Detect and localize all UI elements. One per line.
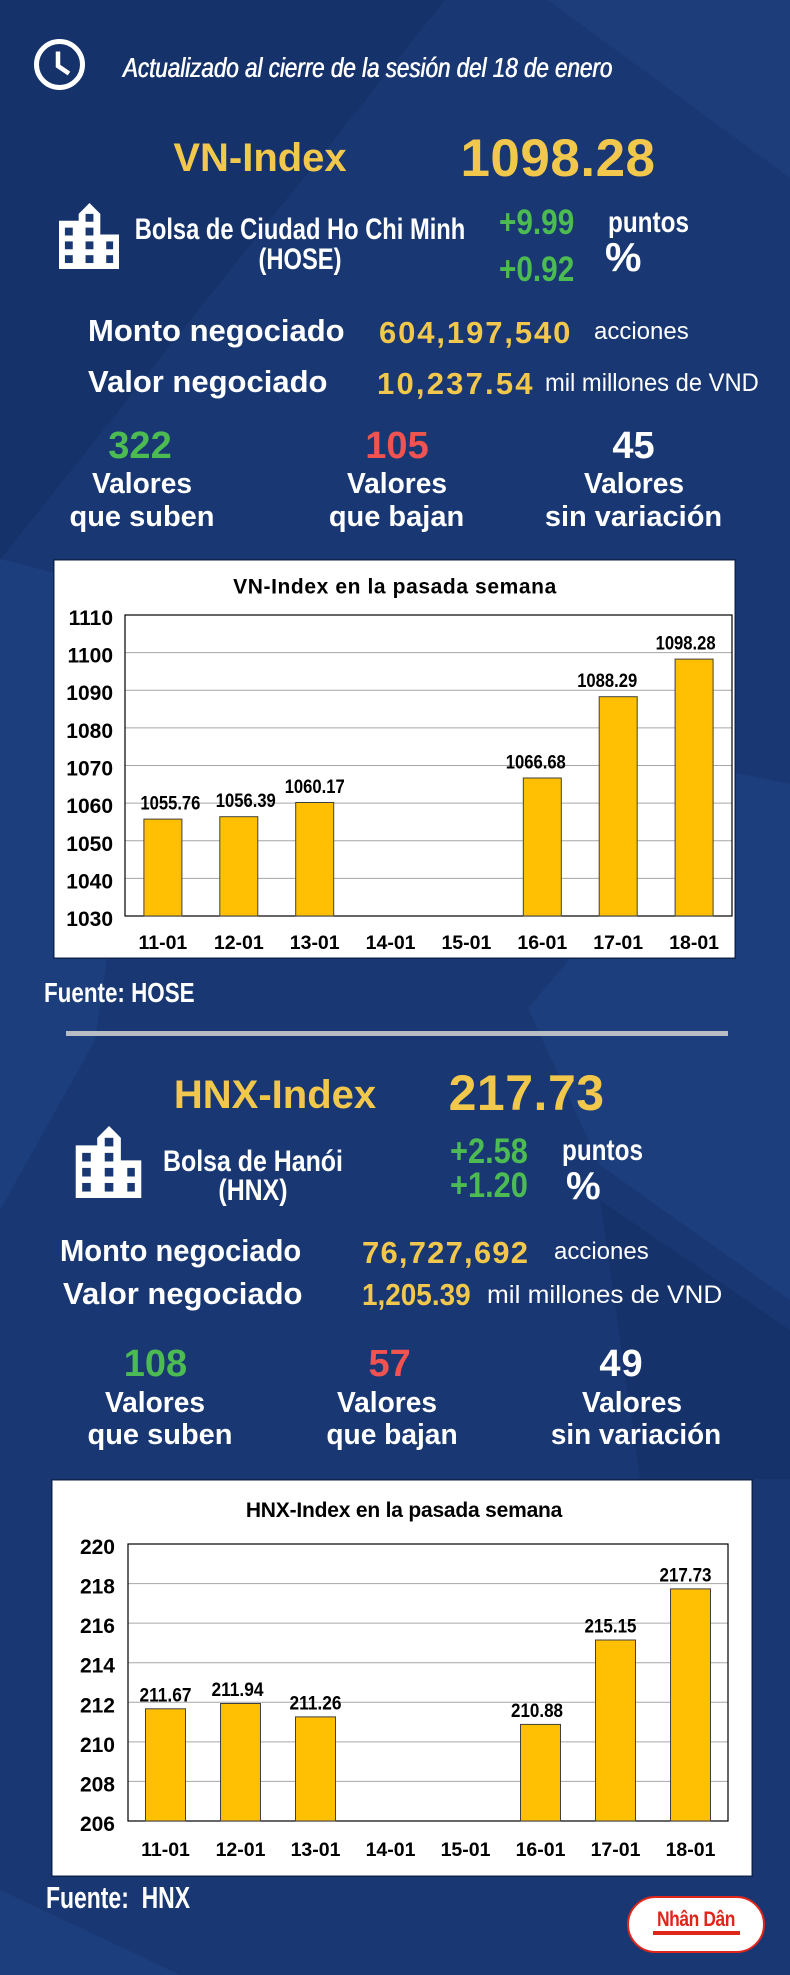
- svg-text:14-01: 14-01: [366, 1839, 416, 1861]
- svg-text:1090: 1090: [66, 682, 113, 705]
- svg-text:1110: 1110: [69, 607, 113, 630]
- svg-text:217.73: 217.73: [660, 1565, 712, 1586]
- svg-text:214: 214: [80, 1655, 115, 1678]
- svg-text:17-01: 17-01: [593, 932, 643, 954]
- svg-text:216: 216: [80, 1615, 115, 1638]
- svg-text:13-01: 13-01: [290, 932, 340, 954]
- svg-text:210.88: 210.88: [511, 1701, 563, 1722]
- svg-text:15-01: 15-01: [441, 1839, 491, 1861]
- svg-text:18-01: 18-01: [666, 1839, 716, 1861]
- svg-text:12-01: 12-01: [214, 932, 264, 954]
- svg-text:11-01: 11-01: [141, 1839, 190, 1861]
- svg-text:11-01: 11-01: [138, 932, 187, 954]
- svg-text:220: 220: [80, 1536, 115, 1559]
- svg-text:210: 210: [80, 1734, 115, 1757]
- svg-text:215.15: 215.15: [585, 1617, 637, 1638]
- svg-text:218: 218: [80, 1576, 115, 1599]
- svg-text:1070: 1070: [66, 758, 113, 781]
- svg-text:17-01: 17-01: [591, 1839, 641, 1861]
- svg-text:13-01: 13-01: [291, 1839, 341, 1861]
- svg-text:1080: 1080: [66, 720, 113, 743]
- svg-text:15-01: 15-01: [441, 932, 491, 954]
- svg-text:16-01: 16-01: [516, 1839, 566, 1861]
- svg-text:18-01: 18-01: [669, 932, 719, 954]
- svg-text:1066.68: 1066.68: [506, 753, 566, 774]
- svg-text:1098.28: 1098.28: [656, 634, 716, 655]
- svg-text:1100: 1100: [67, 645, 113, 668]
- svg-text:HNX-Index en la pasada semana: HNX-Index en la pasada semana: [246, 1499, 563, 1522]
- svg-text:211.67: 211.67: [140, 1685, 192, 1706]
- svg-text:VN-Index en la pasada semana: VN-Index en la pasada semana: [233, 576, 557, 599]
- svg-text:212: 212: [80, 1694, 115, 1717]
- svg-text:208: 208: [80, 1773, 115, 1796]
- svg-text:12-01: 12-01: [216, 1839, 266, 1861]
- svg-text:1050: 1050: [66, 833, 113, 856]
- svg-text:1030: 1030: [66, 908, 113, 931]
- svg-text:14-01: 14-01: [366, 932, 416, 954]
- svg-text:1060: 1060: [66, 795, 113, 818]
- svg-text:1088.29: 1088.29: [577, 671, 637, 692]
- svg-text:211.94: 211.94: [212, 1680, 264, 1701]
- svg-text:1040: 1040: [66, 870, 113, 893]
- svg-text:211.26: 211.26: [290, 1693, 342, 1714]
- svg-text:1056.39: 1056.39: [216, 791, 276, 812]
- svg-text:1055.76: 1055.76: [140, 794, 200, 815]
- svg-text:16-01: 16-01: [517, 932, 567, 954]
- svg-text:1060.17: 1060.17: [285, 777, 345, 798]
- svg-text:206: 206: [80, 1813, 115, 1836]
